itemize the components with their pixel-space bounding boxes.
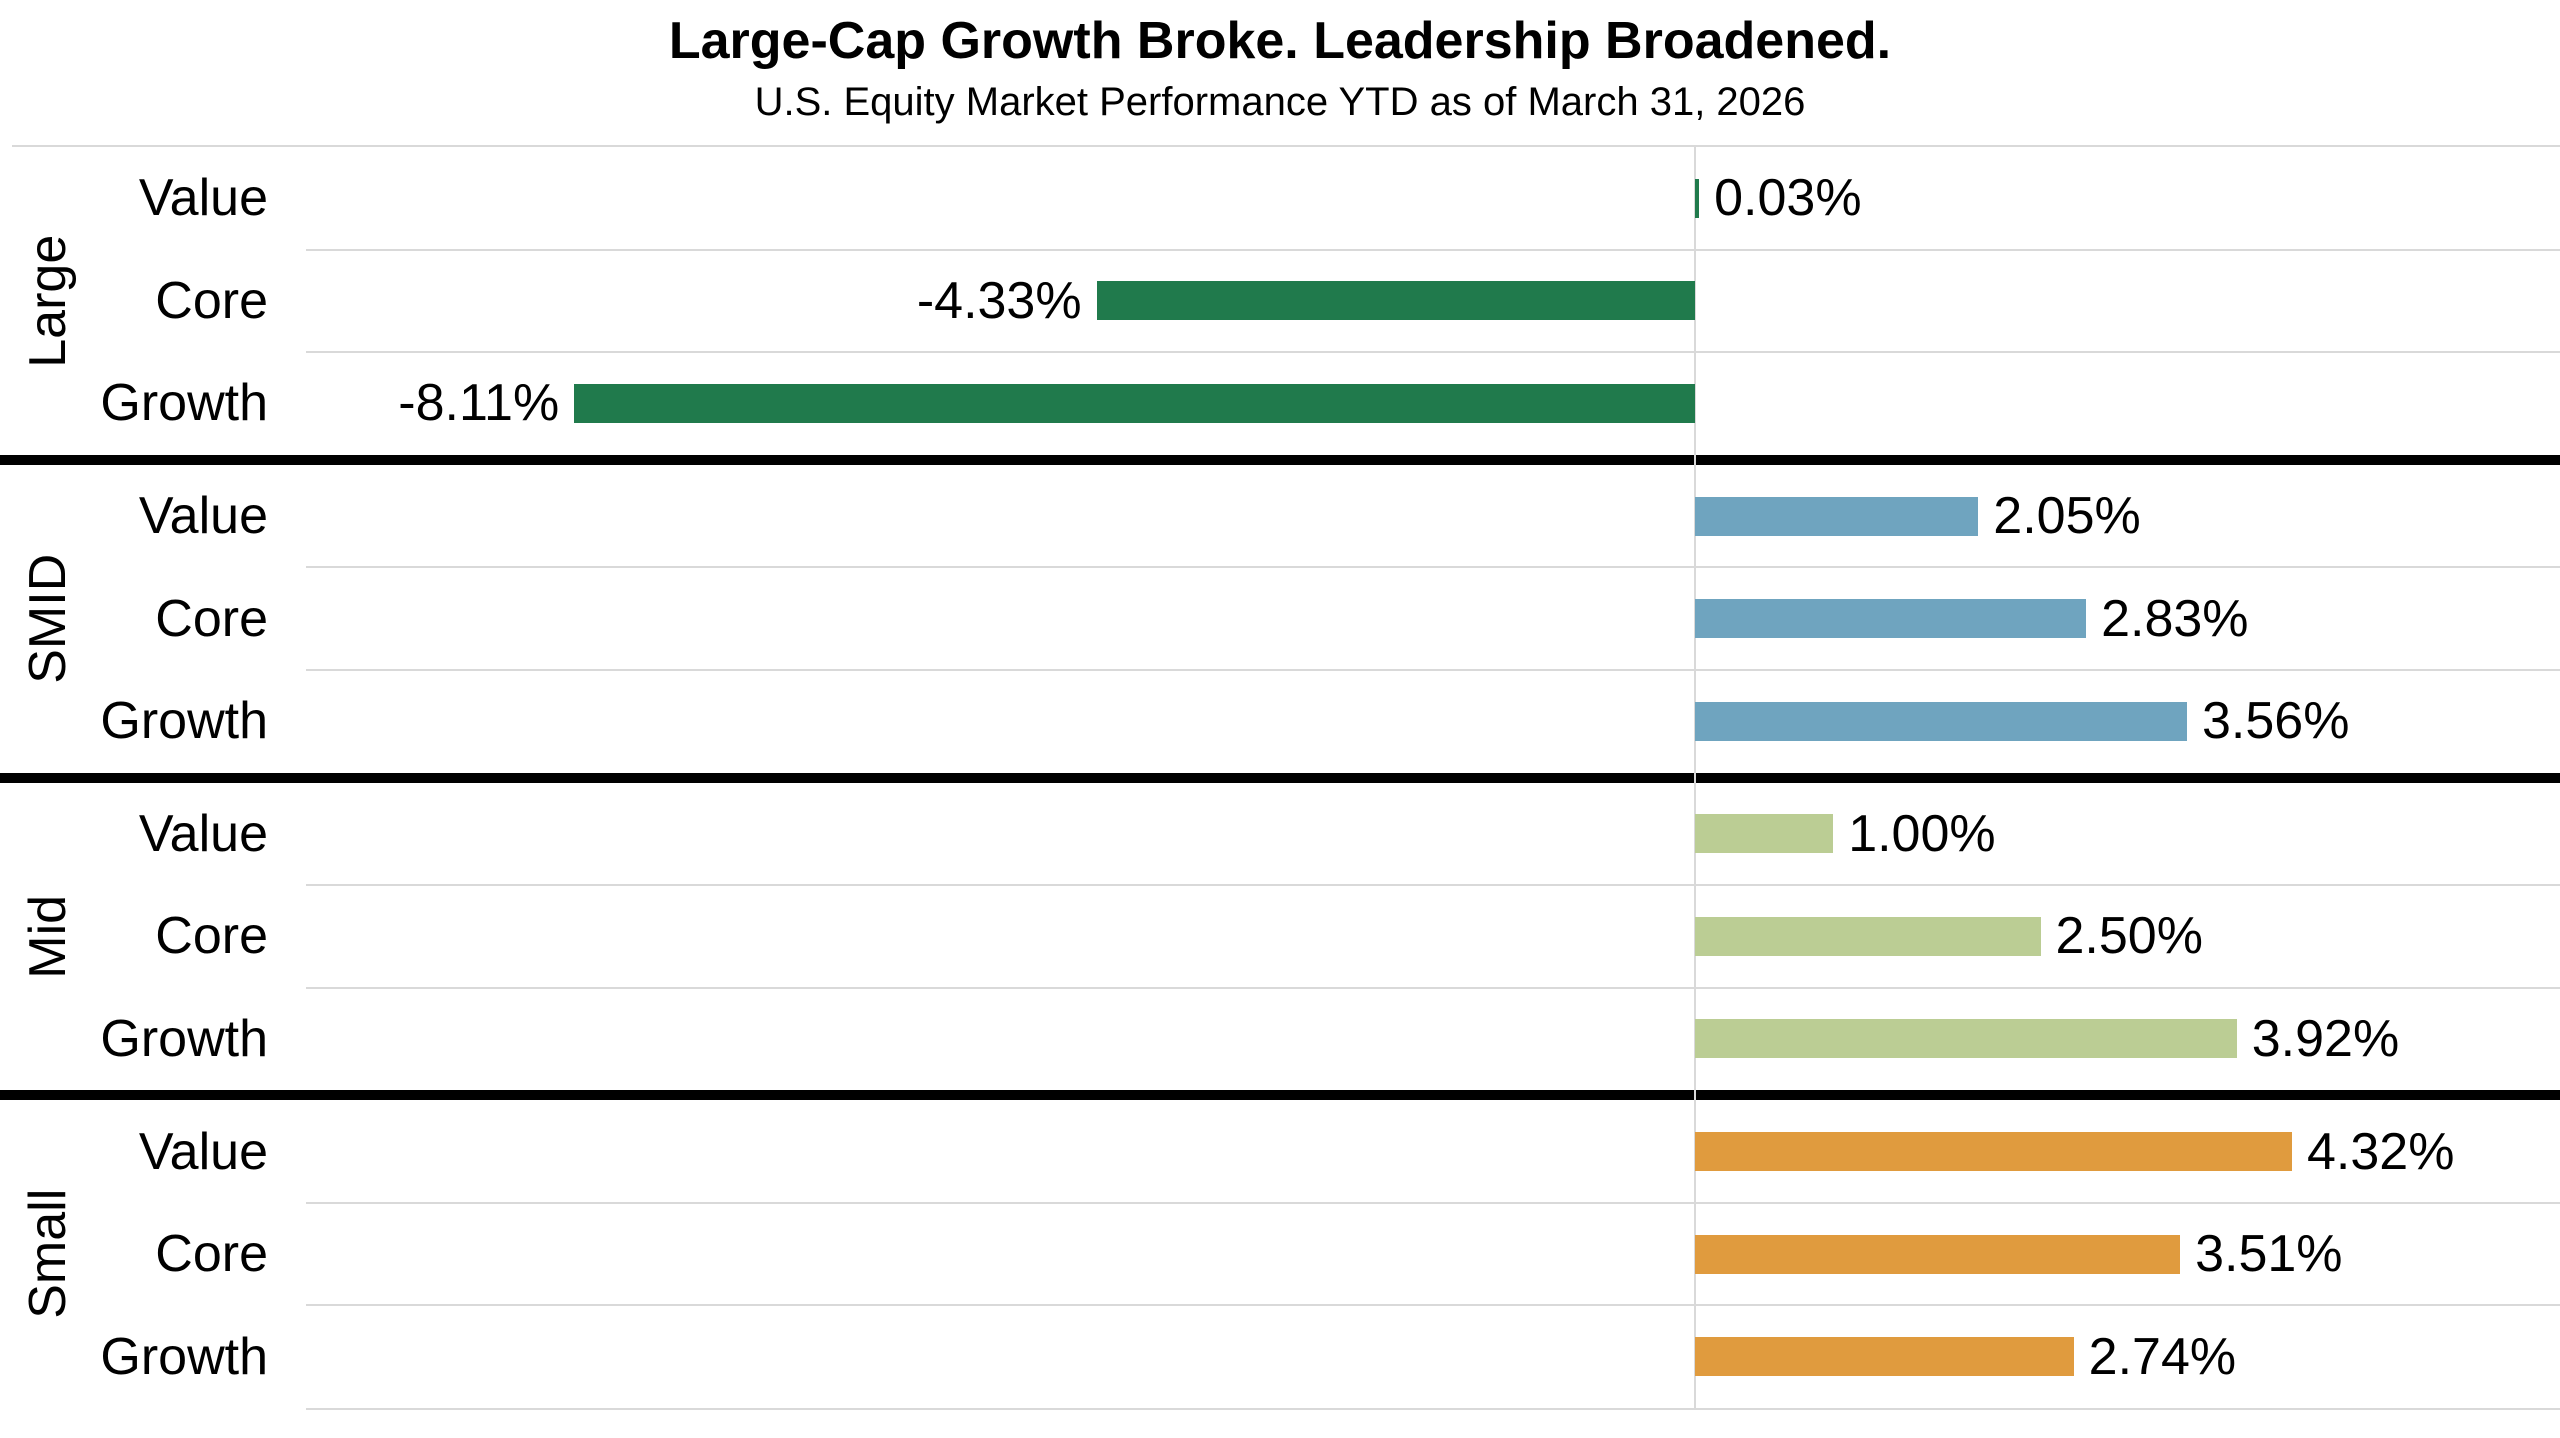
bar-smid-core [1695, 599, 2087, 639]
value-label: 2.05% [1993, 487, 2141, 546]
bar-smid-growth [1695, 701, 2187, 741]
row-separator [306, 566, 2560, 569]
row-label-growth: Growth [100, 692, 268, 751]
row-label-core: Core [155, 589, 268, 648]
value-label: 0.03% [1714, 169, 1862, 228]
chart-bottom-gridline [306, 1408, 2560, 1410]
row-label-value: Value [138, 169, 268, 228]
row-label-growth: Growth [100, 1327, 268, 1386]
row-separator [306, 668, 2560, 671]
row-separator [306, 248, 2560, 251]
chart-top-gridline [12, 145, 2560, 147]
row-label-value: Value [138, 1122, 268, 1181]
row-label-growth: Growth [100, 374, 268, 433]
bar-large-core [1096, 281, 1695, 321]
value-label: -4.33% [916, 271, 1082, 330]
value-label: 3.56% [2201, 692, 2350, 751]
chart-header: Large-Cap Growth Broke. Leadership Broad… [0, 0, 2560, 123]
zero-axis-line [1694, 147, 1696, 1408]
value-label: 1.00% [1848, 804, 1996, 863]
row-separator [306, 884, 2560, 887]
row-separator [306, 986, 2560, 989]
bar-mid-core [1695, 916, 2041, 956]
chart-subtitle: U.S. Equity Market Performance YTD as of… [754, 79, 1806, 124]
row-separator [306, 1201, 2560, 1204]
value-label: 3.92% [2251, 1009, 2400, 1068]
bar-small-value [1695, 1132, 2293, 1172]
row-separator [306, 1304, 2560, 1307]
bar-large-growth [574, 383, 1695, 423]
row-label-core: Core [155, 907, 268, 966]
value-label: 2.50% [2055, 907, 2203, 966]
value-label: 4.32% [2307, 1122, 2455, 1181]
chart-title: Large-Cap Growth Broke. Leadership Broad… [668, 12, 1892, 70]
bar-large-value [1695, 178, 1700, 218]
value-label: 2.74% [2088, 1327, 2237, 1386]
row-label-core: Core [155, 271, 268, 330]
bar-smid-value [1695, 496, 1979, 536]
row-separator [306, 351, 2560, 354]
group-divider [0, 1090, 2560, 1101]
bar-small-core [1695, 1234, 2181, 1274]
bar-small-growth [1695, 1337, 2074, 1377]
row-label-value: Value [138, 804, 268, 863]
bar-mid-value [1695, 814, 1834, 854]
group-divider [0, 454, 2560, 465]
value-label: 3.51% [2195, 1225, 2343, 1284]
row-label-growth: Growth [100, 1009, 268, 1068]
value-label: 2.83% [2101, 589, 2249, 648]
row-label-value: Value [138, 487, 268, 546]
value-label: -8.11% [398, 374, 560, 433]
bar-mid-growth [1695, 1019, 2237, 1059]
group-divider [0, 772, 2560, 783]
row-label-core: Core [155, 1225, 268, 1284]
